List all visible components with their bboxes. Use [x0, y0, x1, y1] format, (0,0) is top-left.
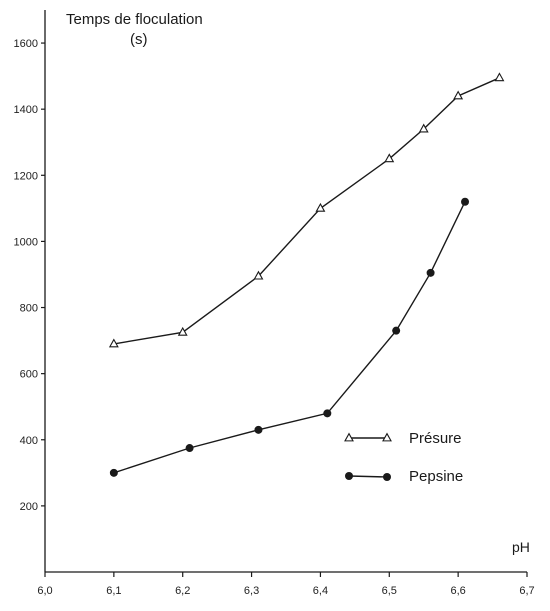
y-tick-label: 800 [20, 303, 38, 315]
legend-line [348, 475, 388, 478]
data-point-circle [426, 268, 435, 277]
legend-marker-triangle [344, 432, 354, 442]
x-tick-label: 6,0 [37, 585, 52, 597]
data-point-circle [109, 468, 118, 477]
y-tick-label: 600 [20, 369, 38, 381]
data-point-triangle [494, 72, 505, 82]
data-point-triangle [253, 270, 264, 280]
y-tick-label: 1600 [14, 38, 38, 50]
series-line [113, 77, 500, 345]
series-layer [108, 72, 505, 477]
data-point-circle [461, 197, 470, 206]
x-tick-label: 6,2 [175, 585, 190, 597]
data-point-circle [392, 326, 401, 335]
y-tick-label: 200 [20, 501, 38, 513]
data-point-triangle [453, 90, 464, 100]
chart-title-line1: Temps de floculation [66, 11, 203, 28]
data-point-triangle [418, 123, 429, 133]
x-axis-ticks: 6,0 6,1 6,2 6,3 6,4 6,5 6,6 6,7 [37, 572, 535, 597]
y-tick-label: 400 [20, 435, 38, 447]
data-point-triangle [315, 202, 326, 212]
legend-marker-triangle [382, 432, 392, 442]
data-point-circle [254, 425, 263, 434]
x-tick-label: 6,1 [106, 585, 121, 597]
x-tick-label: 6,4 [313, 585, 328, 597]
legend-item: Présure [344, 430, 462, 447]
chart-title-line2: (s) [130, 31, 148, 48]
series-1 [109, 197, 470, 477]
legend-marker-circle [383, 473, 391, 481]
x-tick-label: 6,7 [519, 585, 534, 597]
y-axis-ticks: 200 400 600 800 1000 1200 1400 1600 [14, 38, 45, 513]
data-point-circle [185, 444, 194, 453]
legend-label: Présure [409, 430, 462, 447]
data-point-triangle [384, 153, 395, 163]
legend: Présure Pepsine [344, 430, 463, 485]
x-tick-label: 6,3 [244, 585, 259, 597]
x-tick-label: 6,6 [450, 585, 465, 597]
y-tick-label: 1400 [14, 104, 38, 116]
y-tick-label: 1000 [14, 236, 38, 248]
x-axis-label: pH [512, 539, 530, 555]
legend-marker-circle [345, 472, 353, 480]
data-point-triangle [108, 338, 119, 348]
legend-item: Pepsine [345, 468, 463, 485]
x-tick-label: 6,5 [382, 585, 397, 597]
y-tick-label: 1200 [14, 170, 38, 182]
data-point-circle [323, 409, 332, 418]
data-point-triangle [177, 326, 188, 336]
series-0 [108, 72, 505, 348]
legend-label: Pepsine [409, 468, 463, 485]
